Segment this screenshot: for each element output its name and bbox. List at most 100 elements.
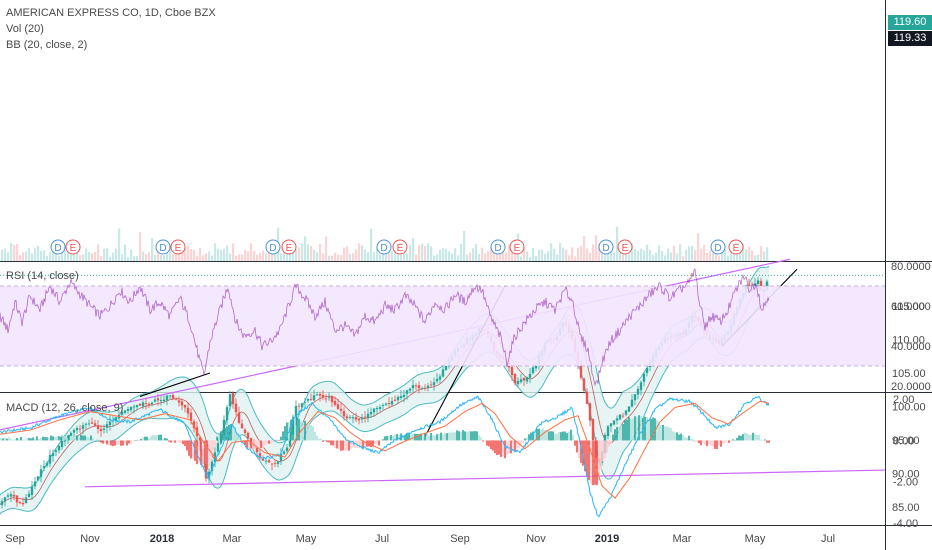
macd-histogram-bar xyxy=(376,440,378,445)
candle xyxy=(387,403,391,404)
volume-bar xyxy=(94,252,97,261)
volume-bar xyxy=(691,245,694,261)
marker-label: E xyxy=(622,243,629,254)
macd-axis-tick-label: 2.00 xyxy=(893,394,914,406)
volume-bar xyxy=(235,255,238,261)
macd-histogram-bar xyxy=(410,434,412,441)
marker-label: E xyxy=(286,243,293,254)
candle xyxy=(396,397,400,401)
macd-histogram-bar xyxy=(164,437,166,441)
macd-histogram-bar xyxy=(130,440,132,445)
macd-histogram-bar xyxy=(512,440,514,452)
macd-histogram-bar xyxy=(508,440,510,454)
volume-bar xyxy=(601,246,604,261)
earnings-marker: E xyxy=(509,239,525,255)
macd-histogram-bar xyxy=(486,440,488,446)
volume-bar xyxy=(319,243,322,261)
volume-bar xyxy=(4,248,7,261)
candle xyxy=(228,394,232,407)
candle xyxy=(297,405,301,407)
volume-bar xyxy=(580,245,583,261)
macd-histogram-bar xyxy=(192,440,194,459)
macd-line xyxy=(0,395,770,518)
macd-histogram-bar xyxy=(362,440,364,449)
volume-bar xyxy=(22,252,25,261)
volume-bar xyxy=(463,231,466,261)
macd-histogram-bar xyxy=(442,434,444,441)
volume-bar xyxy=(250,243,253,261)
volume-bar xyxy=(271,249,274,261)
macd-histogram-bar xyxy=(28,438,30,441)
candle xyxy=(321,394,325,398)
macd-histogram-bar xyxy=(156,435,158,441)
macd-histogram-bar xyxy=(338,440,340,450)
candle xyxy=(255,446,259,453)
macd-histogram-bar xyxy=(590,440,592,485)
volume-bar xyxy=(331,255,334,261)
volume-bar xyxy=(370,228,373,261)
trendline xyxy=(139,372,211,397)
macd-histogram-bar xyxy=(676,432,678,441)
rsi-axis-tick-label: 40.0000 xyxy=(891,341,931,353)
candle xyxy=(312,395,316,401)
macd-histogram-bar xyxy=(286,422,288,441)
volume-bar xyxy=(709,250,712,261)
candle xyxy=(282,451,286,454)
price-axis-tick-label: 110.00 xyxy=(892,335,925,347)
macd-histogram-bar xyxy=(490,440,492,450)
macd-histogram-bar xyxy=(0,437,2,441)
macd-histogram-bar xyxy=(152,435,154,441)
macd-histogram-bar xyxy=(646,417,648,441)
marker-label: D xyxy=(602,243,609,254)
macd-histogram-bar xyxy=(70,436,72,441)
macd-histogram-bar xyxy=(222,431,224,441)
macd-histogram-bar xyxy=(722,440,724,444)
macd-histogram-bar xyxy=(248,440,250,449)
volume-bar xyxy=(322,253,325,261)
macd-histogram-bar xyxy=(502,440,504,457)
candle xyxy=(330,396,334,403)
rsi-band-fill xyxy=(0,286,885,366)
marker-label: E xyxy=(733,243,740,254)
macd-histogram-bar xyxy=(624,420,626,441)
macd-histogram-bar xyxy=(762,440,764,441)
volume-bar xyxy=(577,247,580,261)
macd-histogram-bar xyxy=(124,440,126,444)
candle xyxy=(516,380,520,385)
candle xyxy=(78,428,82,430)
volume-bar xyxy=(649,249,652,261)
macd-histogram-bar xyxy=(24,439,26,441)
marker-circle xyxy=(281,239,297,255)
candle xyxy=(243,429,247,433)
candle xyxy=(120,411,124,415)
macd-histogram-bar xyxy=(302,422,304,441)
candle xyxy=(45,463,49,466)
macd-histogram-bar xyxy=(336,440,338,449)
macd-histogram-bar xyxy=(450,432,452,441)
macd-histogram-bar xyxy=(290,419,292,441)
macd-histogram-bar xyxy=(428,435,430,441)
volume-bar xyxy=(211,255,214,261)
candle xyxy=(141,402,145,407)
candle xyxy=(594,441,598,458)
volume-bar xyxy=(160,255,163,261)
volume-bar xyxy=(673,245,676,261)
candle xyxy=(36,476,40,481)
candle xyxy=(642,373,646,382)
volume-bar xyxy=(142,251,145,261)
macd-histogram-bar xyxy=(468,430,470,441)
volume-bar xyxy=(643,250,646,261)
rsi-axis-tick-label: 20.0000 xyxy=(891,381,931,393)
price-axis-tick-label: 90.00 xyxy=(892,468,920,480)
volume-bar xyxy=(85,248,88,261)
macd-histogram-bar xyxy=(694,440,696,443)
candle xyxy=(525,377,529,382)
volume-bar xyxy=(214,243,217,261)
macd-histogram-bar xyxy=(340,440,342,451)
price-axis-tick-label: 105.00 xyxy=(892,368,926,380)
volume-bar xyxy=(574,256,577,261)
macd-histogram-bar xyxy=(378,440,380,446)
volume-bar xyxy=(28,248,31,261)
candle xyxy=(123,410,127,413)
